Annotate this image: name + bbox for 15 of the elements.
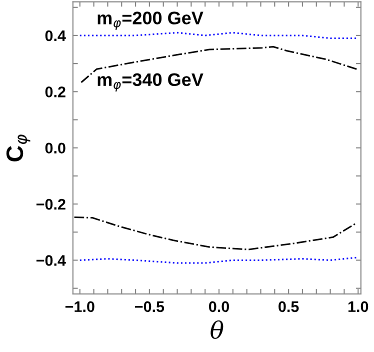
x-tick-label: 0.0: [208, 301, 229, 312]
x-tick-label: −1.0: [65, 301, 94, 312]
x-tick-label: 1.0: [348, 301, 368, 312]
x-axis-title: θ: [210, 320, 224, 339]
y-tick-label: −0.2: [36, 198, 66, 210]
series-label: m$_{φ}$=340 GeV: [98, 73, 204, 92]
x-tick-label: 0.5: [278, 301, 299, 312]
y-axis-title: C$_{φ}$: [6, 134, 30, 162]
x-tick-label: −0.5: [135, 301, 164, 312]
y-tick-label: −0.4: [36, 255, 66, 266]
line-series: [74, 216, 358, 250]
y-tick-label: 0.2: [45, 86, 66, 98]
series-label: m$_{φ}$=200 GeV: [98, 12, 204, 30]
y-tick-label: 0.4: [45, 30, 66, 42]
y-tick-label: 0.0: [45, 142, 66, 154]
